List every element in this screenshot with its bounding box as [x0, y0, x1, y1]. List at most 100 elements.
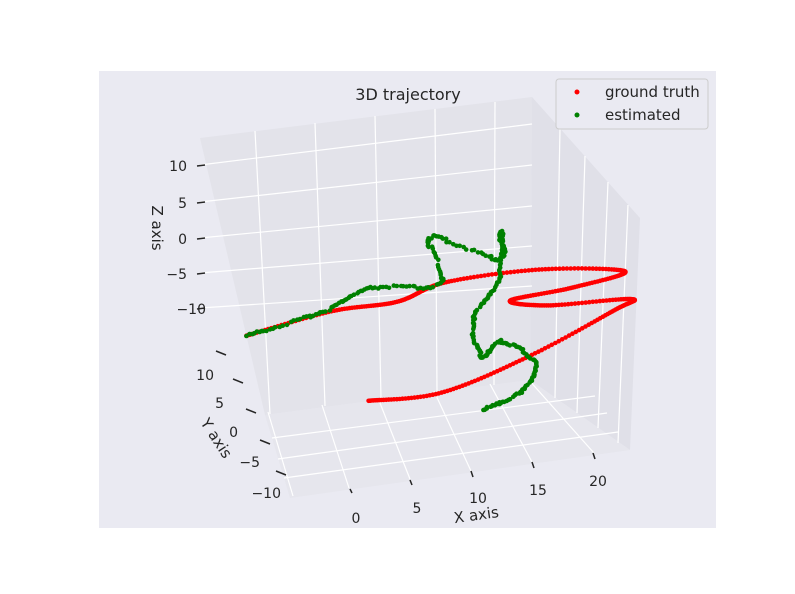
grid-line — [527, 378, 595, 454]
estimated-point — [430, 284, 436, 290]
estimated-point — [507, 343, 513, 348]
z-tick — [196, 307, 206, 310]
x-tick-label: 5 — [413, 501, 422, 517]
y-tick-label: 5 — [215, 396, 224, 412]
estimated-point — [457, 243, 463, 249]
legend: ground truth estimated — [555, 78, 709, 130]
z-tick — [196, 272, 206, 275]
ground-truth-point — [478, 273, 484, 279]
estimated-point — [386, 285, 392, 291]
x-tick — [531, 461, 535, 469]
ground-truth-point — [533, 267, 538, 273]
grid-line — [433, 390, 472, 472]
estimated-point — [372, 285, 378, 290]
x-tick-label: 15 — [529, 483, 547, 499]
ground-truth-point — [519, 268, 524, 274]
grid-line — [314, 122, 326, 407]
grid-line — [283, 431, 619, 479]
estimated-point — [260, 328, 266, 334]
x-tick — [470, 470, 474, 478]
ground-truth-point — [562, 302, 568, 307]
y-tick — [245, 408, 257, 414]
x-tick — [349, 488, 353, 494]
ground-truth-point — [556, 338, 561, 344]
ground-truth-point — [597, 266, 602, 272]
estimated-series — [244, 228, 539, 413]
estimated-point — [435, 262, 441, 268]
estimated-point — [481, 407, 486, 413]
grid-line — [597, 181, 609, 429]
legend-marker-ground-truth — [574, 89, 580, 95]
grid-line — [199, 164, 533, 203]
ground-truth-point — [572, 301, 578, 306]
grid-line — [199, 205, 533, 239]
ground-truth-point — [539, 267, 545, 272]
estimated-point — [284, 322, 290, 328]
grid-line — [199, 123, 533, 166]
ground-truth-point — [590, 299, 596, 305]
y-tick-label: 0 — [229, 425, 238, 441]
ground-truth-point — [590, 266, 596, 271]
ground-truth-point — [512, 269, 517, 275]
ground-truth-point — [565, 301, 571, 307]
y-tick — [275, 470, 287, 476]
estimated-point — [498, 257, 504, 263]
ground-truth-point — [526, 268, 531, 273]
axis-ticks — [196, 164, 596, 494]
grid-line — [199, 285, 533, 309]
ground-truth-point — [600, 298, 606, 304]
y-tick — [215, 350, 227, 356]
ground-truth-point — [576, 301, 581, 306]
ground-truth-point — [549, 342, 555, 348]
legend-label-ground-truth: ground truth — [605, 83, 700, 101]
ground-truth-point — [583, 266, 588, 271]
grid-line — [271, 395, 596, 439]
x-tick — [409, 479, 413, 486]
ground-truth-point — [522, 268, 528, 274]
estimated-point — [280, 323, 286, 329]
ground-truth-point — [560, 266, 566, 271]
z-tick-label: −10 — [176, 302, 206, 318]
y-tick-label: −10 — [251, 486, 281, 502]
ground-truth-point — [594, 299, 599, 304]
gridlines — [199, 101, 629, 497]
ground-truth-point — [468, 275, 473, 280]
estimated-point — [471, 247, 477, 253]
y-tick — [259, 439, 271, 445]
z-tick — [196, 164, 206, 167]
ground-truth-point — [563, 335, 568, 340]
grid-line — [199, 245, 533, 274]
ground-truth-point — [515, 269, 521, 274]
grid-line — [493, 101, 496, 386]
x-tick-label: 20 — [589, 474, 607, 490]
ground-truth-point — [594, 266, 599, 272]
ground-truth-point — [575, 266, 581, 271]
ground-truth-point — [559, 337, 565, 342]
estimated-point — [440, 236, 446, 241]
z-tick-label: 0 — [178, 232, 187, 248]
grid-line — [277, 412, 608, 460]
legend-label-estimated: estimated — [605, 106, 681, 124]
ground-truth-point — [549, 266, 555, 272]
estimated-point — [443, 236, 449, 241]
ground-truth-point — [546, 344, 551, 349]
y-tick-label: 10 — [196, 368, 214, 384]
estimated-point — [475, 250, 481, 255]
estimated-point — [463, 247, 469, 252]
back-pane — [200, 97, 532, 415]
grid-line — [374, 115, 382, 400]
estimated-point — [483, 253, 489, 258]
ground-truth-point — [557, 266, 562, 272]
estimated-point — [351, 292, 357, 298]
ground-truth-point — [597, 298, 603, 304]
ground-truth-point — [482, 273, 487, 278]
estimated-point — [412, 284, 417, 289]
estimated-point — [471, 326, 476, 332]
estimated-point — [272, 325, 278, 330]
estimated-point — [264, 328, 269, 334]
estimated-point — [447, 239, 452, 245]
z-tick-label: 5 — [178, 196, 187, 212]
estimated-point — [429, 244, 435, 249]
ground-truth-point — [464, 275, 470, 281]
